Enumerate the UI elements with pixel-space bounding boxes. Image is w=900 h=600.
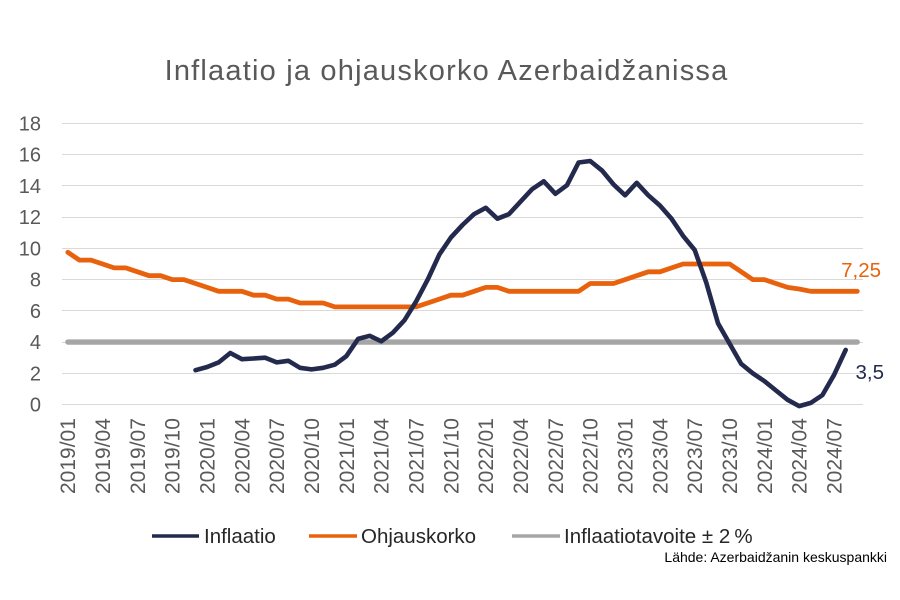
svg-text:14: 14 <box>19 176 41 198</box>
svg-text:2020/01: 2020/01 <box>197 418 220 494</box>
svg-text:3,5: 3,5 <box>856 361 885 384</box>
svg-text:2021/10: 2021/10 <box>440 418 463 494</box>
svg-text:6: 6 <box>30 301 41 323</box>
svg-text:2019/04: 2019/04 <box>92 418 115 494</box>
svg-text:8: 8 <box>30 270 41 292</box>
svg-text:18: 18 <box>19 114 41 136</box>
svg-text:Lähde: Azerbaidžanin keskuspan: Lähde: Azerbaidžanin keskuspankki <box>664 549 887 565</box>
svg-text:2019/10: 2019/10 <box>162 418 185 494</box>
svg-text:2020/10: 2020/10 <box>301 418 324 494</box>
svg-text:10: 10 <box>19 238 41 260</box>
svg-text:2019/07: 2019/07 <box>127 418 150 494</box>
svg-text:2022/01: 2022/01 <box>475 418 498 494</box>
svg-text:2022/10: 2022/10 <box>580 418 603 494</box>
svg-text:12: 12 <box>19 207 41 229</box>
svg-text:2024/01: 2024/01 <box>754 418 777 494</box>
svg-text:2021/04: 2021/04 <box>371 418 394 494</box>
svg-text:2019/01: 2019/01 <box>57 418 80 494</box>
svg-text:2023/10: 2023/10 <box>719 418 742 494</box>
svg-text:2021/01: 2021/01 <box>336 418 359 494</box>
svg-text:Ohjauskorko: Ohjauskorko <box>361 525 476 548</box>
svg-text:Inflaatio: Inflaatio <box>204 525 276 548</box>
svg-text:2022/07: 2022/07 <box>545 418 568 494</box>
svg-text:2024/04: 2024/04 <box>789 418 812 494</box>
svg-text:2: 2 <box>30 363 41 385</box>
svg-text:Inflaatio ja ohjauskorko Azerb: Inflaatio ja ohjauskorko Azerbaidžanissa <box>165 55 729 87</box>
svg-text:2020/04: 2020/04 <box>231 418 254 494</box>
svg-text:2023/01: 2023/01 <box>615 418 638 494</box>
svg-text:2023/04: 2023/04 <box>649 418 672 494</box>
svg-text:4: 4 <box>30 332 41 354</box>
svg-text:16: 16 <box>19 145 41 167</box>
svg-text:Inflaatiotavoite ± 2 %: Inflaatiotavoite ± 2 % <box>564 525 753 548</box>
svg-text:2021/07: 2021/07 <box>406 418 429 494</box>
svg-text:2024/07: 2024/07 <box>824 418 847 494</box>
svg-text:7,25: 7,25 <box>841 259 881 282</box>
svg-text:2023/07: 2023/07 <box>684 418 707 494</box>
svg-text:0: 0 <box>30 395 41 417</box>
svg-text:2022/04: 2022/04 <box>510 418 533 494</box>
svg-text:2020/07: 2020/07 <box>266 418 289 494</box>
